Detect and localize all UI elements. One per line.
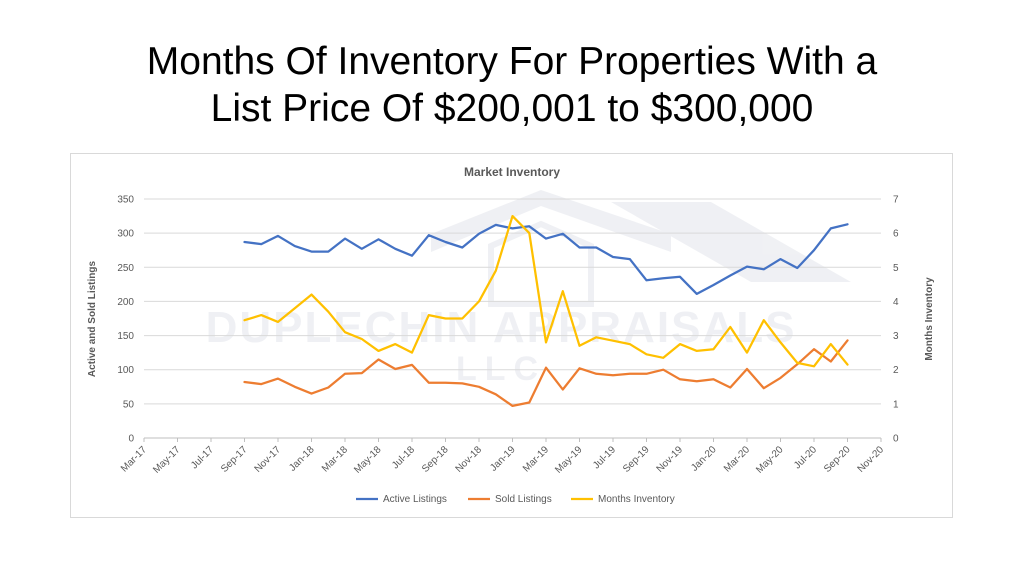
watermark-logo: DUPLECHIN APPRAISALS LLC [206,190,851,388]
x-tick-label: Mar-17 [119,444,149,474]
x-tick-label: Sep-20 [822,444,853,475]
series-line-months-inventory [243,214,849,368]
y-left-tick-label: 200 [117,297,134,308]
x-tick-label: Jul-17 [189,444,216,471]
y-right-tick-label: 4 [893,297,899,308]
x-tick-label: Jul-19 [591,444,618,471]
x-tick-label: Mar-19 [521,444,551,474]
y-right-tick-label: 2 [893,365,899,376]
x-tick-label: May-19 [553,444,585,476]
y-right-tick-label: 0 [893,434,899,445]
y-left-tick-label: 100 [117,365,134,376]
y-left-tick-label: 150 [117,331,134,342]
series-lines [243,214,849,408]
x-tick-label: Jan-20 [689,444,719,474]
grid-lines [144,198,881,439]
y-right-tick-label: 6 [893,229,899,240]
chart-area: DUPLECHIN APPRAISALS LLC Market Inventor… [70,153,953,518]
series-line-active-listings [243,223,849,296]
watermark-text-line-1: DUPLECHIN APPRAISALS [206,303,797,352]
y-right-tick-label: 3 [893,331,899,342]
y-left-tick-label: 0 [128,434,134,445]
x-tick-label: Nov-19 [655,444,686,475]
x-tick-label: May-18 [352,444,384,476]
y-axis-right-label: Months Inventory [924,277,935,361]
market-inventory-chart: DUPLECHIN APPRAISALS LLC Market Inventor… [87,165,935,505]
slide-title-line-2: List Price Of $200,001 to $300,000 [210,87,814,130]
y-left-tick-label: 250 [117,263,134,274]
legend-label: Sold Listings [495,494,552,505]
y-left-tick-label: 50 [123,399,135,410]
x-tick-label: Nov-17 [253,444,284,475]
slide-title-line-1: Months Of Inventory For Properties With … [146,40,878,83]
x-tick-label: Jan-19 [488,444,518,474]
y-right-tick-label: 1 [893,399,899,410]
legend: Active Listings Sold Listings Months Inven… [356,494,675,505]
watermark-text-line-2: LLC [456,350,546,388]
x-tick-label: May-20 [754,444,786,476]
x-tick-label: Nov-18 [454,444,485,475]
legend-label: Active Listings [383,494,447,505]
x-tick-label: Sep-17 [219,444,250,475]
slide-title: Months Of Inventory For Properties With … [0,38,1024,132]
chart-title: Market Inventory [464,165,560,179]
y-right-tick-label: 7 [893,195,899,206]
y-right-tick-label: 5 [893,263,899,274]
x-tick-label: Sep-19 [621,444,652,475]
legend-label: Months Inventory [598,494,675,505]
x-tick-label: Jul-20 [792,444,819,471]
y-left-tick-label: 350 [117,195,134,206]
series-line-sold-listings [243,339,849,408]
x-tick-label: Jan-18 [287,444,317,474]
x-tick-label: May-17 [151,444,183,476]
y-left-tick-label: 300 [117,229,134,240]
x-tick-label: Nov-20 [856,444,887,475]
x-tick-label: Mar-18 [320,444,350,474]
x-tick-label: Jul-18 [390,444,417,471]
x-tick-label: Sep-18 [420,444,451,475]
y-axis-left-label: Active and Sold Listings [87,261,98,378]
x-tick-label: Mar-20 [722,444,752,474]
